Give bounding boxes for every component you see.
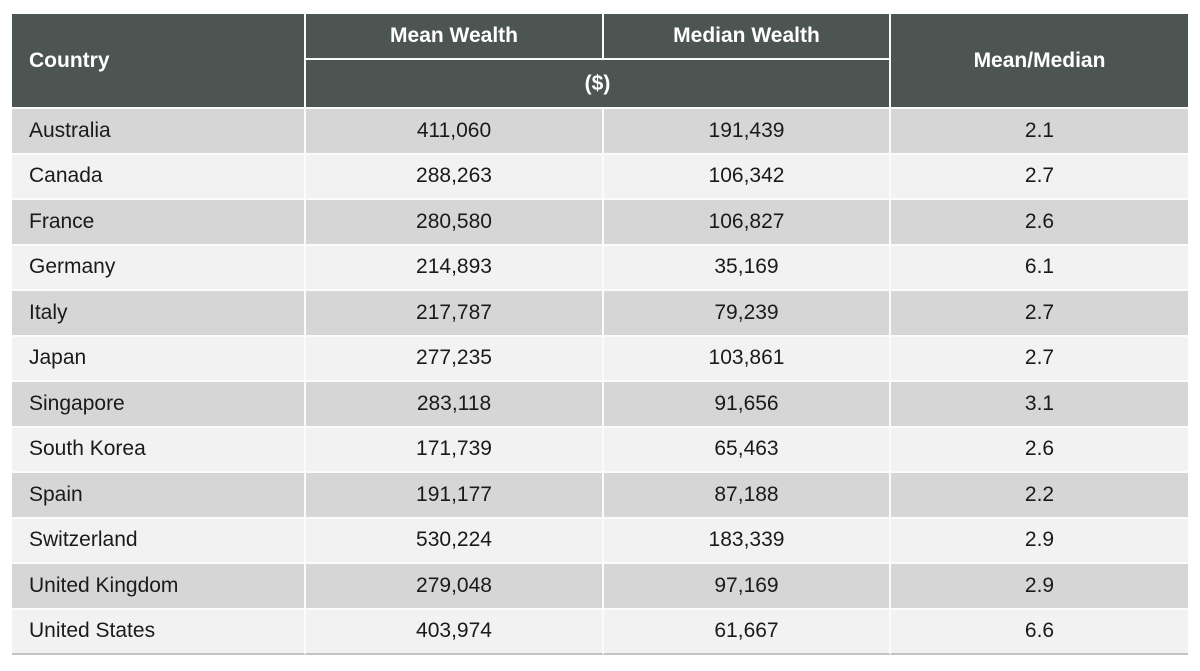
cell-ratio: 6.6 xyxy=(891,609,1188,655)
col-header-mean-wealth: Mean Wealth xyxy=(306,14,604,60)
cell-median: 91,656 xyxy=(604,382,891,428)
cell-ratio: 3.1 xyxy=(891,382,1188,428)
cell-median: 61,667 xyxy=(604,609,891,655)
table-row: France 280,580 106,827 2.6 xyxy=(12,200,1188,246)
cell-median: 183,339 xyxy=(604,518,891,564)
header-row-2: ($) xyxy=(12,60,1188,109)
cell-ratio: 2.6 xyxy=(891,200,1188,246)
table-row: Switzerland 530,224 183,339 2.9 xyxy=(12,518,1188,564)
cell-country: Canada xyxy=(12,154,306,200)
cell-country: Japan xyxy=(12,336,306,382)
cell-mean: 171,739 xyxy=(306,427,604,473)
table-row: Italy 217,787 79,239 2.7 xyxy=(12,291,1188,337)
cell-country: Switzerland xyxy=(12,518,306,564)
col-header-median-wealth: Median Wealth xyxy=(604,14,891,60)
table-row: United States 403,974 61,667 6.6 xyxy=(12,609,1188,655)
cell-country: South Korea xyxy=(12,427,306,473)
cell-median: 65,463 xyxy=(604,427,891,473)
cell-mean: 283,118 xyxy=(306,382,604,428)
cell-mean: 217,787 xyxy=(306,291,604,337)
cell-country: Australia xyxy=(12,109,306,155)
cell-ratio: 2.9 xyxy=(891,564,1188,610)
cell-ratio: 2.7 xyxy=(891,154,1188,200)
cell-median: 191,439 xyxy=(604,109,891,155)
table-row: Germany 214,893 35,169 6.1 xyxy=(12,245,1188,291)
col-subheader-currency-unit: ($) xyxy=(306,60,891,109)
cell-ratio: 2.1 xyxy=(891,109,1188,155)
cell-country: Germany xyxy=(12,245,306,291)
cell-median: 103,861 xyxy=(604,336,891,382)
cell-ratio: 2.7 xyxy=(891,336,1188,382)
cell-mean: 277,235 xyxy=(306,336,604,382)
cell-country: Singapore xyxy=(12,382,306,428)
cell-median: 106,827 xyxy=(604,200,891,246)
cell-mean: 403,974 xyxy=(306,609,604,655)
cell-country: United Kingdom xyxy=(12,564,306,610)
cell-median: 87,188 xyxy=(604,473,891,519)
table-row: Spain 191,177 87,188 2.2 xyxy=(12,473,1188,519)
cell-median: 97,169 xyxy=(604,564,891,610)
cell-ratio: 2.2 xyxy=(891,473,1188,519)
table-row: Japan 277,235 103,861 2.7 xyxy=(12,336,1188,382)
cell-ratio: 2.9 xyxy=(891,518,1188,564)
cell-country: France xyxy=(12,200,306,246)
cell-country: Spain xyxy=(12,473,306,519)
cell-country: Italy xyxy=(12,291,306,337)
cell-ratio: 2.6 xyxy=(891,427,1188,473)
cell-median: 35,169 xyxy=(604,245,891,291)
cell-mean: 288,263 xyxy=(306,154,604,200)
cell-ratio: 6.1 xyxy=(891,245,1188,291)
table-row: Australia 411,060 191,439 2.1 xyxy=(12,109,1188,155)
cell-median: 79,239 xyxy=(604,291,891,337)
cell-mean: 191,177 xyxy=(306,473,604,519)
cell-country: United States xyxy=(12,609,306,655)
table-row: Canada 288,263 106,342 2.7 xyxy=(12,154,1188,200)
cell-median: 106,342 xyxy=(604,154,891,200)
table-header: Country Mean Wealth Median Wealth Mean/M… xyxy=(12,14,1188,109)
cell-mean: 280,580 xyxy=(306,200,604,246)
header-row-1: Country Mean Wealth Median Wealth Mean/M… xyxy=(12,14,1188,109)
cell-mean: 411,060 xyxy=(306,109,604,155)
cell-ratio: 2.7 xyxy=(891,291,1188,337)
table-row: South Korea 171,739 65,463 2.6 xyxy=(12,427,1188,473)
col-header-mean-median: Mean/Median xyxy=(891,14,1188,109)
table-body: Australia 411,060 191,439 2.1 Canada 288,263 1… xyxy=(12,109,1188,655)
table-row: United Kingdom 279,048 97,169 2.9 xyxy=(12,564,1188,610)
cell-mean: 214,893 xyxy=(306,245,604,291)
table-row: Singapore 283,118 91,656 3.1 xyxy=(12,382,1188,428)
col-header-country: Country xyxy=(12,14,306,109)
wealth-table: Country Mean Wealth Median Wealth Mean/M… xyxy=(12,14,1188,655)
cell-mean: 530,224 xyxy=(306,518,604,564)
cell-mean: 279,048 xyxy=(306,564,604,610)
